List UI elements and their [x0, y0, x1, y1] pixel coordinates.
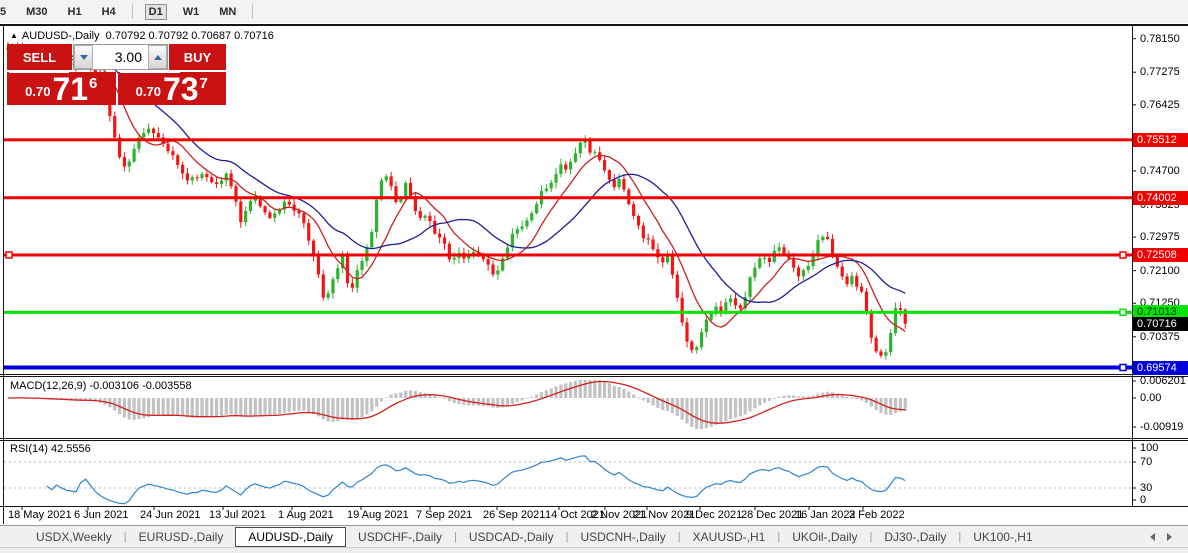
- price-level-tag: 0.74002: [1133, 190, 1188, 205]
- one-click-trading-widget: SELL 3.00 BUY 0.70 71 6 0.70 73 7: [7, 44, 226, 105]
- date-label: 9 Dec 2021: [686, 509, 743, 521]
- chart-tab-usdchf-daily[interactable]: USDCHF-,Daily: [358, 529, 443, 544]
- buy-price-display[interactable]: 0.70 73 7: [117, 71, 226, 107]
- buy-price-point: 7: [199, 75, 208, 92]
- chart-tab-uk100-h1[interactable]: UK100-,H1: [973, 529, 1033, 544]
- chart-symbol: AUDUSD-,Daily: [21, 30, 100, 42]
- chart-tab-usdx-weekly[interactable]: USDX,Weekly: [36, 529, 112, 544]
- macd-axis-label: 0.006201: [1140, 375, 1186, 387]
- timeframe-button-5[interactable]: 5: [0, 5, 7, 18]
- status-strip: [0, 547, 1188, 553]
- price-grid-label: 0.76425: [1140, 98, 1180, 111]
- date-label: 6 Jun 2021: [74, 509, 129, 521]
- timeframe-button-m30[interactable]: M30: [26, 5, 48, 18]
- macd-axis-label: 0.00: [1140, 392, 1162, 404]
- macd-indicator-label: MACD(12,26,9) -0.003106 -0.003558: [10, 380, 192, 392]
- toolbar-separator: [131, 4, 133, 19]
- chart-tab-bar: USDX,Weekly | EURUSD-,Daily AUDUSD-,Daily US…: [0, 525, 1188, 547]
- date-label: 28 Dec 2021: [741, 509, 804, 521]
- price-axis[interactable]: 0.781500.772750.764250.747000.738250.729…: [1133, 26, 1188, 506]
- sell-price-prefix: 0.70: [25, 84, 51, 99]
- price-grid-label: 0.74700: [1140, 164, 1180, 177]
- timeframe-buttons: 5 M30 H1 H4 D1 W1 MN: [0, 3, 265, 20]
- timeframe-button-d1[interactable]: D1: [144, 3, 167, 20]
- price-grid-label: 0.72100: [1140, 264, 1180, 277]
- buy-button[interactable]: BUY: [169, 44, 226, 70]
- tab-scroll-arrows: [1150, 532, 1172, 541]
- chart-tab-ukoil-daily[interactable]: UKOil-,Daily: [792, 529, 858, 544]
- chart-tab-eurusd-daily[interactable]: EURUSD-,Daily: [138, 529, 224, 544]
- date-axis[interactable]: 18 May 2021 6 Jun 2021 24 Jun 2021 13 Jul 2…: [0, 507, 1188, 525]
- date-label: 1 Aug 2021: [278, 509, 334, 521]
- chart-tab-xauusd-h1[interactable]: XAUUSD-,H1: [692, 529, 766, 544]
- price-level-tag: 0.71013: [1133, 305, 1188, 320]
- scroll-right-icon[interactable]: [1167, 532, 1172, 541]
- tab-divider: |: [565, 530, 569, 543]
- rsi-axis-label: 0: [1140, 494, 1147, 506]
- price-grid-label: 0.70375: [1140, 330, 1180, 343]
- price-grid-label: 0.77275: [1140, 66, 1180, 79]
- date-label: 13 Jul 2021: [209, 509, 266, 521]
- volume-decrease-button[interactable]: [74, 45, 93, 69]
- tab-divider: |: [123, 530, 127, 543]
- macd-axis-label: -0.00919: [1140, 420, 1184, 433]
- chart-tab-usdcnh-daily[interactable]: USDCNH-,Daily: [580, 529, 666, 544]
- sell-price-point: 6: [89, 75, 98, 92]
- price-level-tag: 0.72508: [1133, 248, 1188, 262]
- timeframe-button-h1[interactable]: H1: [67, 5, 82, 18]
- rsi-axis-label: 70: [1140, 456, 1153, 468]
- chart-tab-dj30-daily[interactable]: DJ30-,Daily: [884, 529, 947, 544]
- price-level-tag: 0.69574: [1133, 360, 1188, 375]
- date-label: 26 Sep 2021: [483, 509, 546, 521]
- toolbar-separator: [252, 4, 254, 19]
- collapse-arrow-icon[interactable]: ▲: [10, 31, 18, 40]
- scroll-left-icon[interactable]: [1150, 532, 1155, 541]
- rsi-axis-label: 100: [1140, 442, 1159, 454]
- timeframe-button-w1[interactable]: W1: [182, 5, 200, 18]
- date-label: 2 Nov 2021: [591, 509, 648, 521]
- date-label: 24 Jun 2021: [140, 509, 201, 521]
- tab-divider: |: [869, 530, 873, 543]
- tab-divider: |: [777, 530, 781, 543]
- chart-tab-usdcad-daily[interactable]: USDCAD-,Daily: [468, 529, 554, 544]
- timeframe-button-mn[interactable]: MN: [219, 5, 237, 18]
- tab-divider: |: [677, 530, 681, 543]
- date-label: 18 May 2021: [8, 509, 72, 521]
- timeframe-toolbar: 5 M30 H1 H4 D1 W1 MN: [0, 0, 1188, 23]
- chart-title: ▲ AUDUSD-,Daily 0.70792 0.70792 0.70687 0…: [10, 30, 274, 42]
- triangle-up-icon: [153, 54, 162, 60]
- date-label: 14 Oct 2021: [545, 509, 605, 521]
- price-level-tag: 0.70716: [1133, 316, 1188, 331]
- sell-price-pips: 71: [52, 71, 89, 107]
- tab-divider: |: [958, 530, 962, 543]
- date-label: 3 Feb 2022: [849, 509, 905, 521]
- volume-input[interactable]: 3.00: [114, 49, 142, 65]
- chart-ohlc-values: 0.70792 0.70792 0.70687 0.70716: [105, 30, 274, 42]
- price-grid-label: 0.78150: [1140, 32, 1180, 45]
- volume-increase-button[interactable]: [148, 45, 167, 69]
- timeframe-button-h4[interactable]: H4: [101, 5, 116, 18]
- price-level-tag: 0.75512: [1133, 132, 1188, 147]
- date-label: 19 Aug 2021: [347, 509, 409, 521]
- date-label: 21 Nov 2021: [633, 509, 696, 521]
- rsi-axis-label: 30: [1140, 482, 1153, 494]
- triangle-down-icon: [79, 54, 88, 60]
- sell-button[interactable]: SELL: [7, 44, 72, 70]
- sell-price-display[interactable]: 0.70 71 6: [7, 72, 116, 105]
- buy-price-pips: 73: [162, 71, 199, 107]
- date-label: 7 Sep 2021: [416, 509, 473, 521]
- date-label: 16 Jan 2022: [795, 509, 856, 521]
- price-grid-label: 0.72975: [1140, 231, 1180, 244]
- buy-price-prefix: 0.70: [135, 84, 161, 99]
- rsi-indicator-label: RSI(14) 42.5556: [10, 443, 91, 455]
- chart-tab-audusd-daily[interactable]: AUDUSD-,Daily: [235, 526, 347, 547]
- chart-tabs: USDX,Weekly | EURUSD-,Daily AUDUSD-,Daily US…: [26, 526, 1043, 547]
- tab-divider: |: [454, 530, 457, 543]
- volume-stepper: 3.00: [73, 44, 168, 70]
